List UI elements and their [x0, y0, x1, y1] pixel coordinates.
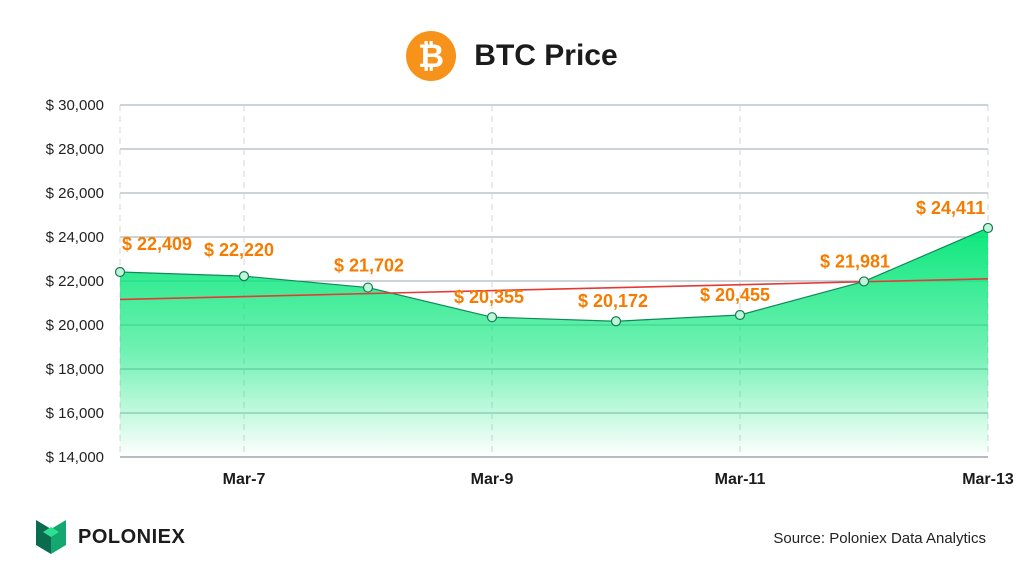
bitcoin-icon: ₿ — [406, 31, 457, 81]
chart-title: BTC Price — [474, 39, 618, 72]
data-point — [362, 282, 374, 293]
data-point — [238, 271, 250, 282]
data-label: $ 20,172 — [578, 291, 648, 311]
poloniex-brand-name: POLONIEX — [78, 525, 186, 548]
y-tick-label: $ 26,000 — [46, 185, 104, 202]
poloniex-logo-icon — [36, 520, 66, 554]
data-point — [114, 266, 126, 278]
y-tick-label: $ 24,000 — [46, 229, 104, 246]
data-label: $ 21,981 — [820, 251, 890, 271]
data-label: $ 22,409 — [122, 234, 192, 254]
data-label: $ 20,355 — [454, 287, 524, 307]
trendline — [119, 278, 989, 301]
y-tick-label: $ 28,000 — [46, 141, 104, 158]
data-point — [486, 312, 498, 323]
x-tick-label: Mar-13 — [962, 471, 1014, 488]
data-label: $ 22,220 — [204, 240, 274, 260]
chart-title-area: ₿ BTC Price — [0, 28, 1024, 84]
data-label: $ 21,702 — [334, 256, 404, 276]
data-point — [734, 309, 746, 321]
y-tick-label: $ 18,000 — [46, 361, 104, 378]
data-label: $ 24,411 — [916, 198, 985, 218]
x-tick-label: Mar-7 — [223, 471, 266, 488]
data-point — [982, 222, 994, 234]
y-tick-label: $ 16,000 — [46, 405, 104, 422]
y-tick-label: $ 20,000 — [46, 317, 104, 334]
x-tick-label: Mar-11 — [715, 471, 766, 488]
y-tick-label: $ 14,000 — [46, 449, 104, 466]
poloniex-logo: POLONIEX — [36, 520, 185, 554]
svg-text:₿: ₿ — [418, 39, 444, 73]
data-point — [610, 316, 622, 327]
y-tick-label: $ 30,000 — [46, 97, 104, 114]
source-note: Source: Poloniex Data Analytics — [773, 530, 986, 547]
data-label: $ 20,455 — [700, 285, 770, 305]
data-point — [858, 276, 870, 287]
price-line — [119, 227, 989, 322]
x-tick-label: Mar-9 — [471, 471, 514, 488]
y-tick-label: $ 22,000 — [46, 273, 104, 290]
